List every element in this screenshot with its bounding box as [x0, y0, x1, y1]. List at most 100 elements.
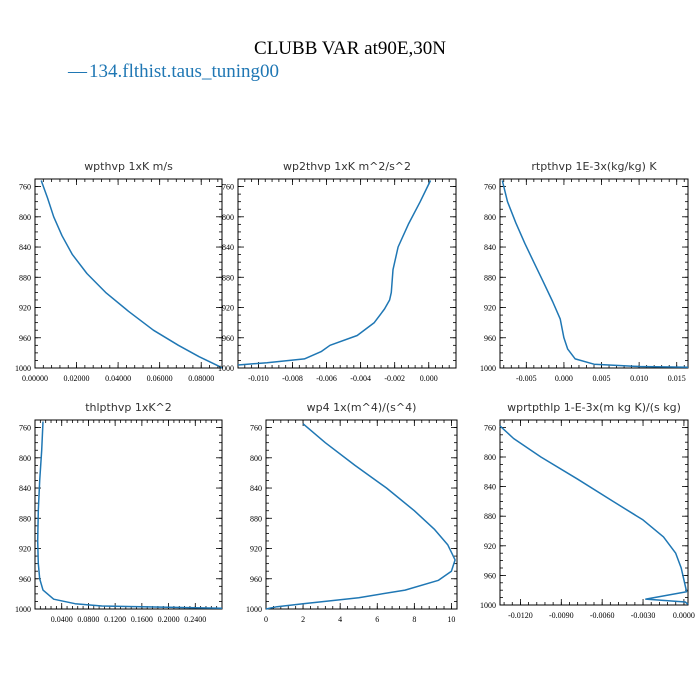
- y-tick-label: 880: [484, 512, 496, 521]
- chart-panels: wpthvp 1xK m/s0.00000 0.02000 0.04000 0.060…: [15, 160, 695, 624]
- y-tick-label: 760: [484, 183, 496, 192]
- plot-frame: [34, 178, 223, 369]
- y-tick-label: 760: [250, 424, 262, 433]
- series-line: [265, 423, 456, 610]
- y-tick-label: 960: [484, 571, 496, 580]
- x-tick-label: 0.1200: [104, 615, 126, 624]
- y-tick-label: 960: [484, 334, 496, 343]
- series-line: [501, 180, 689, 368]
- y-tick-label: 920: [250, 545, 262, 554]
- x-tick-label: 0.000: [555, 374, 573, 383]
- y-tick-label: 760: [19, 424, 31, 433]
- panel-title: wpthvp 1xK m/s: [84, 160, 173, 173]
- x-tick-label: -0.006: [316, 374, 337, 383]
- panel-title: wp2thvp 1xK m^2/s^2: [283, 160, 411, 173]
- y-tick-label: 840: [484, 483, 496, 492]
- chart-panel: wprtpthlp 1-E-3x(m kg K)/(s kg) -0.0120 -0…: [480, 401, 695, 620]
- series-line: [36, 421, 223, 609]
- y-tick-label: 1000: [480, 364, 496, 373]
- y-tick-label: 920: [222, 304, 234, 313]
- y-tick-label: 1000: [246, 605, 262, 614]
- y-tick-label: 1000: [218, 364, 234, 373]
- x-tick-label: 4: [338, 615, 342, 624]
- x-tick-label: 0.2000: [158, 615, 180, 624]
- panel-title: thlpthvp 1xK^2: [85, 401, 172, 414]
- panel-title: wprtpthlp 1-E-3x(m kg K)/(s kg): [507, 401, 681, 414]
- chart-panel: wp4 1x(m^4)/(s^4) 0 2 4 6 8 10 760 800 840 880 920 9…: [246, 401, 458, 624]
- y-tick-label: 960: [19, 575, 31, 584]
- x-tick-label: -0.005: [516, 374, 537, 383]
- x-tick-label: 0.0400: [51, 615, 73, 624]
- x-tick-label: -0.008: [282, 374, 303, 383]
- x-tick-label: 6: [375, 615, 379, 624]
- y-tick-label: 760: [484, 423, 496, 432]
- x-tick-label: -0.004: [350, 374, 371, 383]
- x-tick-label: 0.1600: [131, 615, 153, 624]
- page-title: CLUBB VAR at90E,30N: [254, 38, 446, 59]
- legend: — 134.flthist.taus_tuning00: [67, 61, 279, 82]
- y-tick-label: 840: [222, 243, 234, 252]
- x-tick-label: 0.04000: [105, 374, 131, 383]
- x-tick-label: 0.02000: [64, 374, 90, 383]
- x-tick-label: 8: [412, 615, 416, 624]
- panel-title: rtpthvp 1E-3x(kg/kg) K: [531, 160, 657, 173]
- y-tick-label: 840: [484, 243, 496, 252]
- x-tick-label: 10: [447, 615, 455, 624]
- y-tick-label: 920: [19, 304, 31, 313]
- x-tick-label: 0.0800: [77, 615, 99, 624]
- y-tick-label: 880: [222, 273, 234, 282]
- y-tick-label: 800: [19, 213, 31, 222]
- chart-panel: thlpthvp 1xK^2 0.0400 0.0800 0.1200 0.1600 0.…: [15, 401, 223, 624]
- y-tick-label: 880: [250, 514, 262, 523]
- x-tick-label: 0.0000: [673, 611, 695, 620]
- panel-title: wp4 1x(m^4)/(s^4): [307, 401, 417, 414]
- x-tick-label: -0.0030: [631, 611, 656, 620]
- y-tick-label: 840: [250, 484, 262, 493]
- x-tick-label: -0.002: [384, 374, 405, 383]
- y-tick-label: 1000: [480, 601, 496, 610]
- chart-panel: wpthvp 1xK m/s 0.00000 0.02000 0.04000 0.060…: [15, 160, 223, 383]
- x-tick-label: -0.0090: [549, 611, 574, 620]
- x-tick-label: 0.005: [593, 374, 611, 383]
- x-tick-label: 0.08000: [188, 374, 214, 383]
- legend-line-symbol: —: [67, 61, 88, 82]
- y-tick-label: 1000: [15, 364, 31, 373]
- y-tick-label: 960: [250, 575, 262, 584]
- series-line: [40, 180, 223, 369]
- x-tick-label: 0.00000: [22, 374, 48, 383]
- y-tick-label: 960: [222, 334, 234, 343]
- chart-panel: wp2thvp 1xK m^2/s^2 -0.010 -0.008 -0.006 -0.…: [218, 160, 457, 383]
- x-tick-label: 0.015: [668, 374, 686, 383]
- y-tick-label: 880: [19, 514, 31, 523]
- y-tick-label: 800: [484, 213, 496, 222]
- plot-frame: [265, 419, 458, 610]
- x-tick-label: -0.010: [248, 374, 269, 383]
- y-tick-label: 1000: [15, 605, 31, 614]
- y-tick-label: 760: [222, 183, 234, 192]
- y-tick-label: 800: [19, 454, 31, 463]
- y-tick-label: 800: [222, 213, 234, 222]
- x-tick-label: -0.0120: [508, 611, 533, 620]
- x-tick-label: 0: [264, 615, 268, 624]
- y-tick-label: 800: [250, 454, 262, 463]
- legend-label: 134.flthist.taus_tuning00: [89, 61, 279, 82]
- y-tick-label: 880: [484, 273, 496, 282]
- y-tick-label: 960: [19, 334, 31, 343]
- series-line: [237, 180, 432, 366]
- x-tick-label: 0.010: [630, 374, 648, 383]
- plot-frame: [34, 419, 223, 610]
- y-tick-label: 920: [484, 542, 496, 551]
- y-tick-label: 880: [19, 273, 31, 282]
- x-tick-label: 2: [301, 615, 305, 624]
- series-line: [499, 425, 689, 605]
- y-tick-label: 760: [19, 183, 31, 192]
- y-tick-label: 840: [19, 243, 31, 252]
- plot-frame: [499, 178, 689, 369]
- y-tick-label: 840: [19, 484, 31, 493]
- y-tick-label: 920: [19, 545, 31, 554]
- chart-panel: rtpthvp 1E-3x(kg/kg) K -0.005 0.000 0.005 0.…: [480, 160, 689, 383]
- y-tick-label: 800: [484, 453, 496, 462]
- x-tick-label: 0.2400: [184, 615, 206, 624]
- x-tick-label: -0.0060: [590, 611, 615, 620]
- x-tick-label: 0.000: [420, 374, 438, 383]
